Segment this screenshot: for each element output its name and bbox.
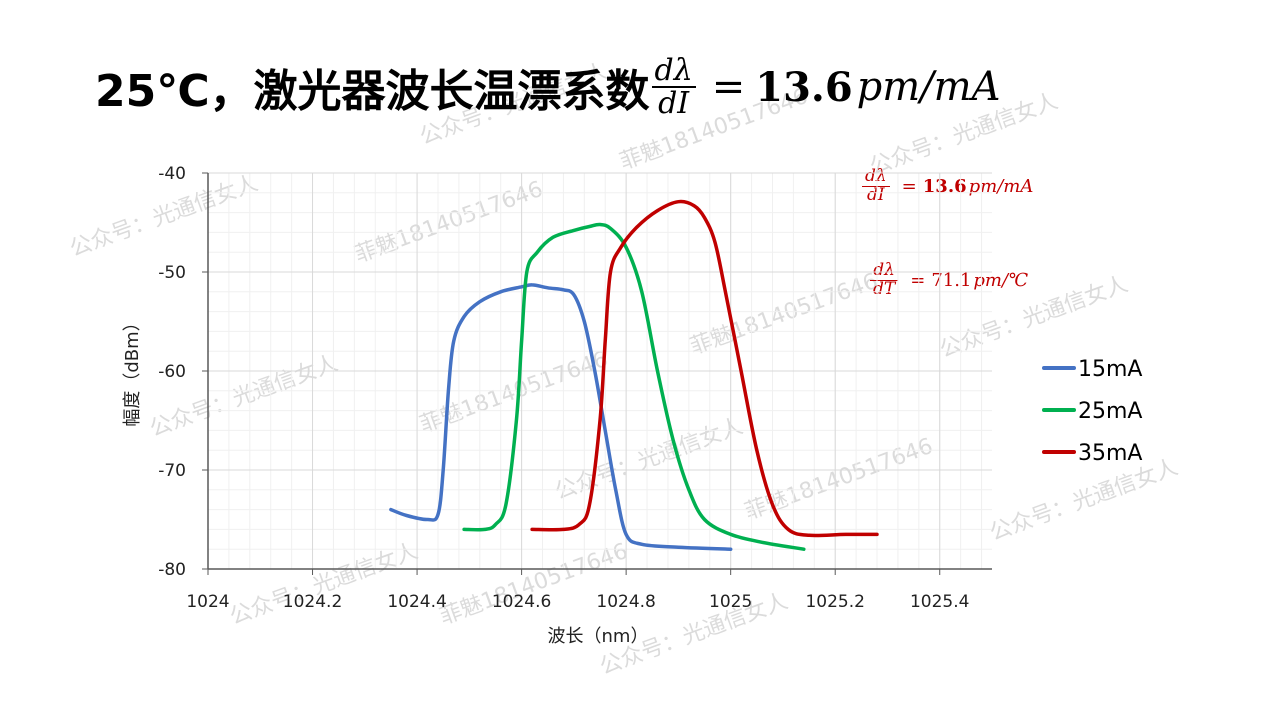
annotation-current-coefficient: dλ dI = 13.6 pm/mA — [860, 167, 1034, 205]
legend: 15mA 25mA 35mA — [1042, 357, 1142, 466]
y-tick-label: -40 — [158, 164, 186, 184]
legend-label-35mA: 35mA — [1078, 441, 1142, 466]
y-tick-label: -80 — [158, 560, 186, 580]
x-axis-label: 波长（nm） — [548, 626, 649, 647]
x-tick-label: 1024.8 — [596, 592, 655, 612]
y-axis-label: 幅度（dBm） — [122, 313, 143, 426]
annotation-value: 71.1 — [931, 269, 972, 291]
x-tick-label: 1024.6 — [492, 592, 551, 612]
x-tick-label: 1025.4 — [910, 592, 969, 612]
title-equals: = — [711, 64, 746, 110]
annotation-value: 13.6 — [922, 175, 967, 197]
annotation-numerator: dλ — [862, 167, 890, 187]
annotation-fraction: dλ dT — [870, 261, 898, 299]
annotation-denominator: dI — [867, 184, 885, 205]
series-line-15mA — [389, 283, 733, 551]
x-tick-label: 1024 — [186, 592, 229, 612]
annotation-equals: = — [910, 269, 926, 291]
annotation-denominator: dT — [873, 278, 896, 299]
title-fraction: dλ dI — [651, 54, 696, 121]
annotation-unit: pm/mA — [968, 175, 1034, 197]
title-value: 13.6 — [755, 63, 853, 111]
title-fraction-denominator: dI — [658, 86, 690, 121]
x-tick-label: 1025.2 — [805, 592, 864, 612]
series-lines — [389, 199, 879, 551]
title-unit: pm/mA — [856, 64, 1001, 110]
annotation-equals: = — [901, 175, 917, 197]
y-tick-label: -50 — [158, 263, 186, 283]
y-tick-label: -70 — [158, 461, 186, 481]
annotation-fraction: dλ dI — [862, 167, 890, 205]
x-tick-label: 1024.2 — [283, 592, 342, 612]
y-tick-label: -60 — [158, 362, 186, 382]
annotation-unit: pm/℃ — [973, 269, 1029, 291]
axes — [202, 172, 992, 575]
annotation-numerator: dλ — [870, 261, 898, 281]
x-tick-label: 1025 — [709, 592, 752, 612]
title-fraction-numerator: dλ — [651, 54, 696, 88]
x-tick-label: 1024.4 — [387, 592, 446, 612]
legend-label-25mA: 25mA — [1078, 399, 1142, 424]
title-text: 25℃，激光器波长温漂系数 — [95, 66, 650, 117]
tick-labels: 1024 1024.2 1024.4 1024.6 1024.8 1025 1025.2 10… — [158, 164, 969, 612]
page-title: 25℃，激光器波长温漂系数 dλ dI = 13.6 pm/mA — [95, 42, 1001, 132]
annotation-temperature-coefficient: dλ dT = 71.1 pm/℃ — [868, 261, 1029, 299]
series-line-25mA — [462, 222, 806, 551]
legend-label-15mA: 15mA — [1078, 357, 1142, 382]
series-line-35mA — [530, 199, 879, 538]
